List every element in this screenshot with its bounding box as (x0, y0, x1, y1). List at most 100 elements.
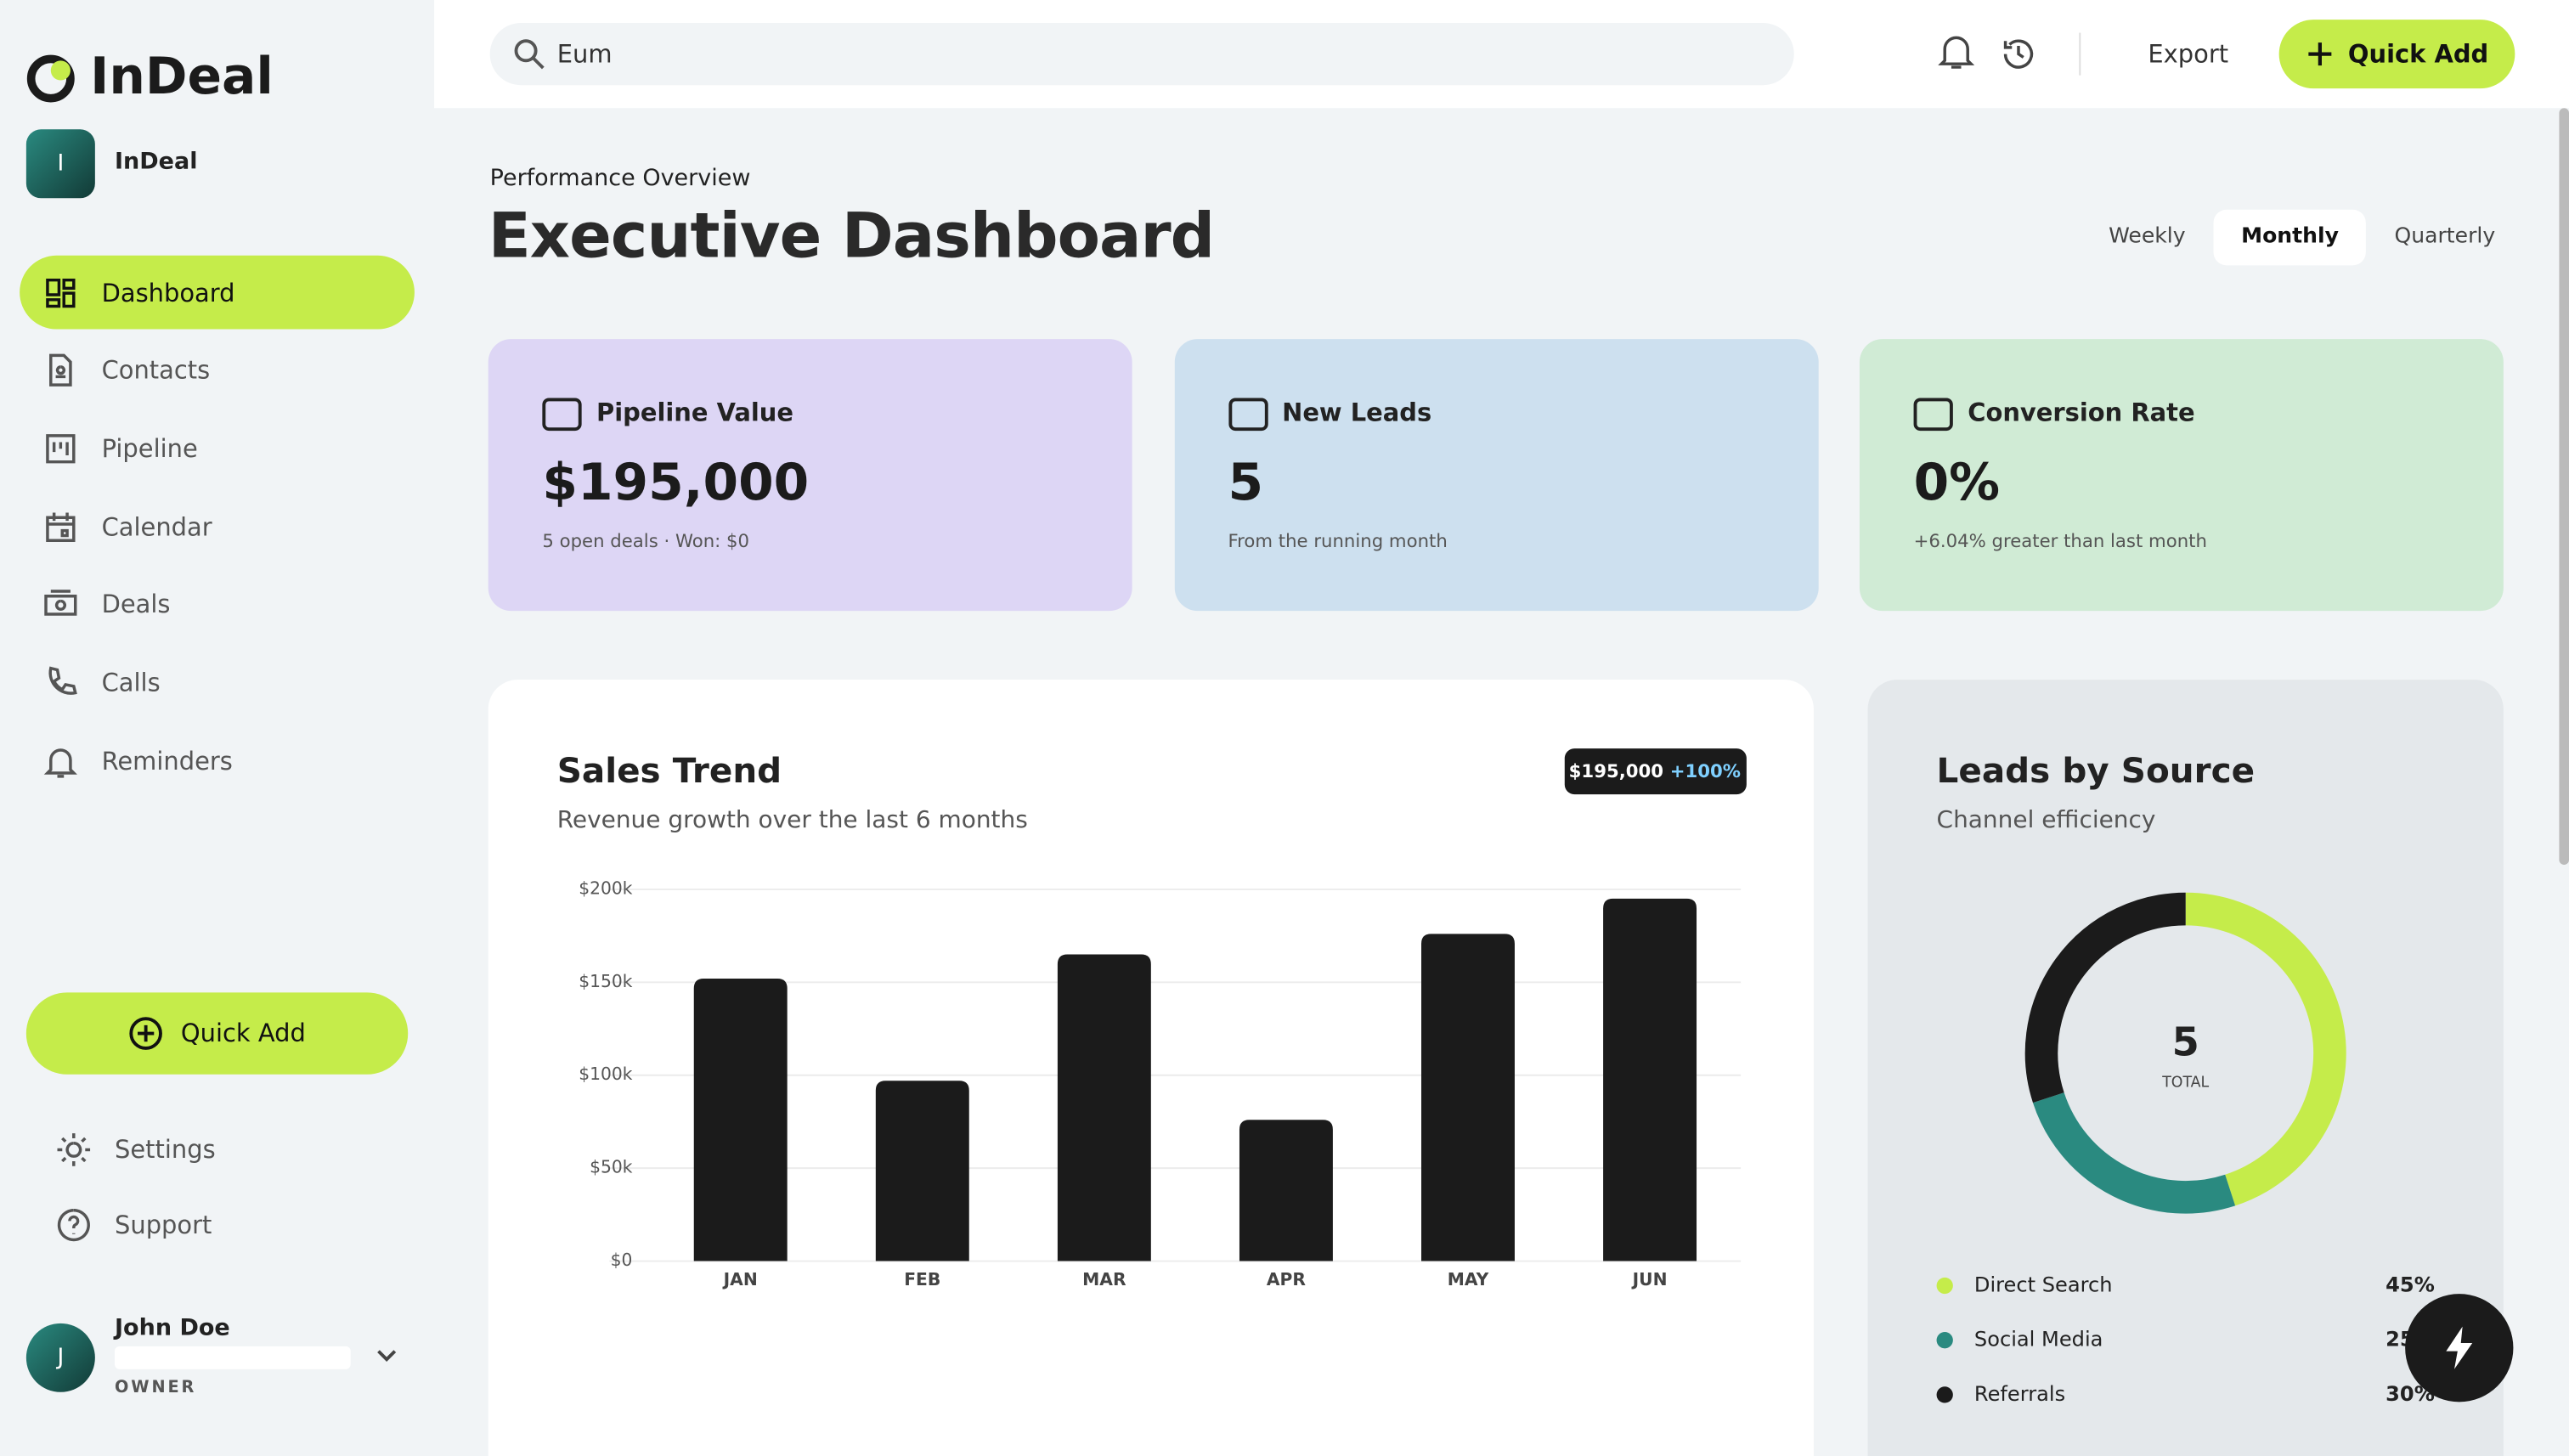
search-box[interactable]: Eum (489, 22, 1794, 86)
nav-item[interactable]: Calendar (20, 490, 415, 564)
nav-icon (48, 666, 77, 695)
card-title: New Leads (1282, 398, 1432, 428)
legend-value: 45% (2386, 1273, 2435, 1296)
legend-dot (1936, 1332, 1953, 1349)
y-tick-label: $200k (579, 878, 633, 898)
donut-total: 5 (2172, 1019, 2199, 1065)
kpi-card: New Leads 5 From the running month (1173, 339, 1818, 612)
nav-icon (57, 1132, 91, 1165)
bar (875, 1081, 969, 1261)
chart-subtitle: Revenue growth over the last 6 months (557, 805, 1028, 833)
user-role: OWNER (114, 1379, 197, 1397)
kpi-card: Pipeline Value $195,000 5 open deals · Won… (488, 339, 1132, 612)
card-title: Conversion Rate (1968, 398, 2195, 428)
card-icon (1228, 398, 1268, 432)
period-option[interactable]: Monthly (2213, 209, 2367, 266)
divider (2079, 32, 2081, 76)
nav-label: Pipeline (101, 433, 198, 464)
card-value: $195,000 (542, 454, 810, 513)
legend-dot (1936, 1386, 1953, 1403)
card-note: +6.04% greater than last month (1913, 530, 2207, 552)
y-tick-label: $50k (590, 1157, 633, 1177)
nav-icon (46, 277, 76, 308)
nav-icon (57, 1208, 90, 1241)
user-name: John Doe (114, 1315, 230, 1342)
period-switch: Weekly Monthly Quarterly (2081, 209, 2523, 266)
donut-subtitle: Channel efficiency (1937, 805, 2156, 833)
nav-label: Dashboard (101, 277, 235, 308)
donut-slice (2024, 892, 2187, 1103)
nav-item[interactable]: Dashboard (20, 255, 415, 330)
icon (2308, 42, 2332, 66)
nav-label: Reminders (101, 746, 233, 776)
card-value: 0% (1913, 454, 2001, 513)
donut-slice (2185, 892, 2346, 1206)
bar (693, 978, 788, 1261)
brand-name: InDeal (90, 47, 274, 107)
nav-item[interactable]: Deals (20, 568, 415, 642)
footer-nav-item[interactable]: Support (33, 1188, 428, 1261)
nav-item[interactable]: Reminders (20, 725, 415, 799)
notifications[interactable] (1938, 33, 1974, 72)
nav-icon (43, 748, 77, 778)
card-note: 5 open deals · Won: $0 (542, 530, 750, 552)
badge-text: $195,000 +100% (1569, 761, 1741, 782)
label: Quick Add (180, 1019, 306, 1048)
card-note: From the running month (1228, 530, 1448, 552)
workspace-name: InDeal (114, 149, 198, 176)
card-title: Pipeline Value (596, 398, 794, 428)
x-tick-label: JUN (1631, 1269, 1668, 1290)
nav-icon (49, 354, 72, 387)
card-icon (1913, 398, 1953, 432)
x-tick-label: APR (1267, 1269, 1306, 1290)
donut-title: Leads by Source (1937, 750, 2255, 791)
bar (1421, 934, 1515, 1261)
card-icon (542, 398, 582, 432)
card-value: 5 (1228, 454, 1264, 513)
label: Quick Add (2347, 39, 2489, 69)
sidebar: InDeal I InDeal Quick Add J John Doe OWN… (0, 0, 435, 1456)
user-email-blurred (114, 1346, 351, 1369)
donut-slice (2032, 1092, 2236, 1214)
y-tick-label: $0 (611, 1250, 633, 1270)
bolt-icon (2446, 1326, 2473, 1369)
eyebrow: Performance Overview (489, 165, 751, 192)
period-option[interactable]: Quarterly (2394, 224, 2496, 250)
footer-nav-item[interactable]: Settings (33, 1112, 428, 1186)
y-tick-label: $100k (579, 1064, 633, 1084)
logo-icon (26, 54, 75, 103)
sidebar-quick-add[interactable]: Quick Add (25, 992, 409, 1075)
badge (1564, 748, 1747, 795)
export-button[interactable]: Export (2148, 39, 2229, 69)
user-avatar: J (25, 1323, 95, 1392)
nav-item[interactable]: Pipeline (20, 412, 415, 486)
workspace-avatar[interactable]: I (25, 129, 95, 199)
nav-icon (46, 433, 76, 464)
bar (1057, 954, 1151, 1261)
nav-label: Deals (101, 590, 171, 620)
quick-add-button[interactable]: Quick Add (2278, 20, 2515, 89)
search-icon (514, 39, 545, 70)
user-menu[interactable] (374, 1343, 400, 1369)
x-tick-label: MAY (1448, 1269, 1489, 1290)
nav-item[interactable]: Contacts (20, 334, 415, 408)
icon (130, 1017, 163, 1050)
nav-label: Support (114, 1209, 212, 1239)
legend-label: Direct Search (1974, 1273, 2113, 1296)
history[interactable] (1999, 34, 2038, 73)
scrollbar (2559, 108, 2569, 865)
period-option[interactable]: Weekly (2109, 224, 2186, 250)
search-text: Eum (556, 39, 613, 69)
x-tick-label: FEB (904, 1269, 940, 1290)
nav-label: Calendar (101, 511, 212, 542)
nav-label: Contacts (101, 355, 211, 386)
fab[interactable] (2405, 1294, 2514, 1402)
nav-label: Settings (114, 1134, 216, 1164)
legend-label: Referrals (1974, 1382, 2065, 1406)
bar (1239, 1120, 1333, 1261)
nav-item[interactable]: Calls (20, 646, 415, 720)
top-bar: Eum Export Quick Add (434, 0, 2569, 109)
